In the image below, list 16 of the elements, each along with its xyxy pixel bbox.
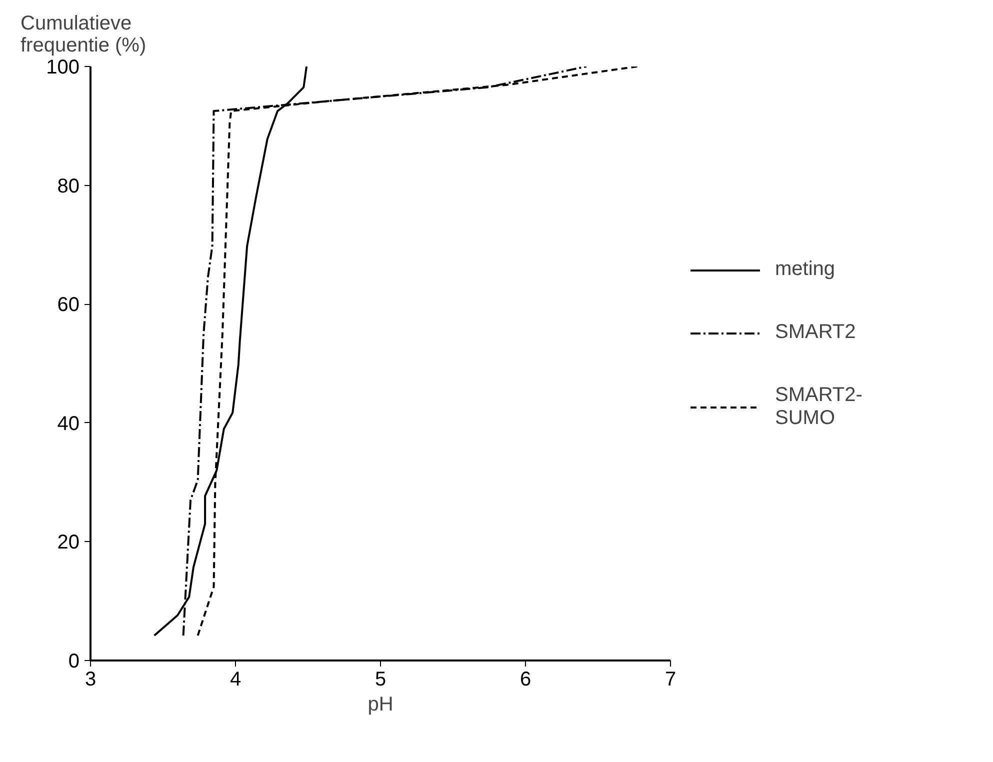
x-tick-label: 5 bbox=[374, 668, 386, 690]
y-tick-label: 100 bbox=[46, 56, 80, 78]
y-axis-title: Cumulatieve frequentie (%) bbox=[20, 12, 146, 56]
y-tick-label: 0 bbox=[68, 650, 80, 672]
x-axis-title: pH bbox=[368, 694, 394, 716]
legend-label: SMART2- SUMO bbox=[775, 384, 862, 430]
x-tick-label: 3 bbox=[84, 668, 96, 690]
y-tick-label: 20 bbox=[57, 532, 80, 554]
x-tick-label: 6 bbox=[520, 668, 532, 690]
x-tick-label: 7 bbox=[664, 668, 676, 690]
legend-label: meting bbox=[775, 258, 836, 281]
y-tick-label: 80 bbox=[57, 175, 80, 198]
y-tick-label: 40 bbox=[57, 412, 80, 435]
legend-label: SMART2 bbox=[775, 321, 856, 344]
x-tick-label: 4 bbox=[230, 668, 242, 690]
y-tick-label: 60 bbox=[57, 294, 80, 316]
